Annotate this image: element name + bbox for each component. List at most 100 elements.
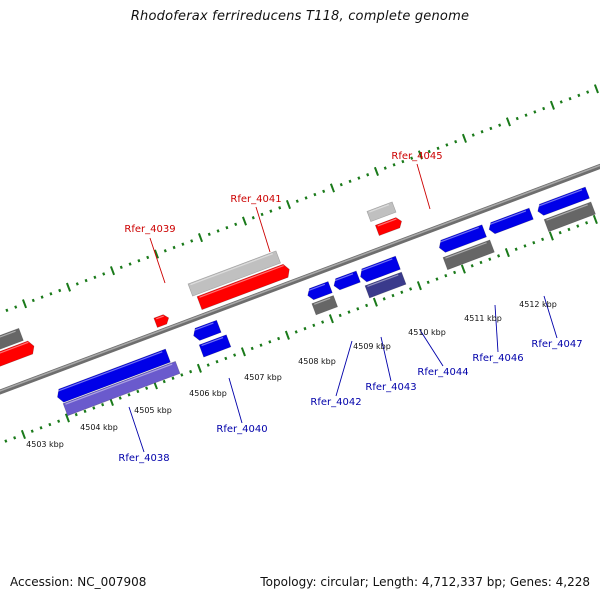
- gene-rfer-4038[interactable]: [57, 348, 171, 403]
- gene-rfer-4038-shadow[interactable]: [62, 360, 181, 417]
- gene-label-rfer-4039[interactable]: Rfer_4039: [124, 224, 175, 235]
- major-tick: [109, 266, 116, 276]
- minor-tick: [514, 247, 518, 251]
- gene-leader-line: [543, 295, 558, 339]
- minor-tick: [523, 244, 527, 248]
- gene-leader-line: [128, 406, 145, 453]
- neighbor-gene-left-grey[interactable]: [0, 327, 24, 365]
- minor-tick: [127, 393, 131, 397]
- gene-label-rfer-4043[interactable]: Rfer_4043: [365, 382, 416, 393]
- minor-tick: [101, 403, 105, 407]
- minor-tick: [532, 240, 536, 245]
- accession-text: Accession: NC_007908: [10, 575, 147, 589]
- gene-leader-line: [255, 206, 271, 253]
- gene-label-rfer-4040[interactable]: Rfer_4040: [216, 424, 267, 435]
- minor-tick: [93, 275, 97, 279]
- minor-tick: [162, 379, 166, 384]
- minor-tick: [224, 356, 228, 361]
- gene-rfer-4045[interactable]: [374, 217, 402, 236]
- minor-tick: [269, 209, 273, 213]
- minor-tick: [410, 156, 414, 160]
- minor-tick: [304, 196, 308, 200]
- gene-label-rfer-4042[interactable]: Rfer_4042: [310, 397, 361, 408]
- scale-tick-label: 4507 kbp: [244, 373, 282, 382]
- minor-tick: [559, 100, 563, 104]
- major-tick: [372, 297, 378, 307]
- minor-tick: [84, 278, 88, 283]
- gene-rfer-4041[interactable]: [196, 263, 290, 311]
- major-tick: [197, 233, 204, 243]
- scale-tick-label: 4503 kbp: [26, 440, 64, 449]
- gene-rfer-4046[interactable]: [438, 224, 487, 253]
- minor-tick: [172, 245, 176, 250]
- gene-label-rfer-4038[interactable]: Rfer_4038: [118, 453, 169, 464]
- gene-rfer-4040-shadow[interactable]: [198, 334, 232, 358]
- gene-rfer-4043[interactable]: [333, 270, 361, 291]
- major-tick: [461, 133, 467, 143]
- gene-rfer-4040[interactable]: [193, 319, 222, 341]
- gene-rfer-4046-shadow[interactable]: [442, 239, 495, 271]
- gene-leader-line: [380, 336, 392, 382]
- gene-label-rfer-4047[interactable]: Rfer_4047: [531, 339, 582, 350]
- scale-tick-label: 4508 kbp: [298, 357, 336, 366]
- minor-tick: [382, 297, 386, 301]
- minor-tick: [453, 270, 457, 275]
- minor-tick: [348, 179, 352, 184]
- gene-leader-line: [335, 340, 353, 397]
- major-tick: [240, 347, 246, 357]
- minor-tick: [75, 282, 79, 286]
- major-tick: [65, 282, 72, 292]
- minor-tick: [489, 126, 493, 131]
- gene-leader-line: [228, 377, 243, 424]
- minor-tick: [400, 290, 404, 294]
- minor-tick: [57, 419, 61, 423]
- minor-tick: [206, 363, 210, 367]
- minor-tick: [558, 231, 562, 235]
- minor-tick: [216, 229, 220, 233]
- minor-tick: [40, 295, 44, 299]
- minor-tick: [49, 292, 53, 296]
- minor-tick: [497, 254, 501, 258]
- gene-rfer-4044-shadow[interactable]: [364, 271, 407, 299]
- gene-leader-line: [494, 304, 499, 353]
- minor-tick: [321, 320, 325, 324]
- minor-tick: [445, 143, 449, 147]
- minor-tick: [409, 287, 413, 291]
- neighbor-gene-right-blue[interactable]: [537, 186, 590, 216]
- minor-tick: [586, 90, 590, 94]
- gene-label-rfer-4046[interactable]: Rfer_4046: [472, 353, 523, 364]
- minor-tick: [119, 265, 123, 270]
- minor-tick: [259, 343, 263, 347]
- major-tick: [416, 281, 422, 291]
- gene-rfer-4045-shadow[interactable]: [366, 201, 397, 223]
- gene-rfer-4041-shadow[interactable]: [187, 250, 281, 297]
- minor-tick: [436, 146, 440, 150]
- gene-rfer-4042-shadow[interactable]: [311, 295, 338, 316]
- minor-tick: [515, 116, 519, 121]
- minor-tick: [215, 360, 219, 364]
- minor-tick: [180, 373, 184, 377]
- gene-rfer-4044[interactable]: [360, 255, 401, 283]
- minor-tick: [92, 406, 96, 410]
- neighbor-gene-left-red[interactable]: [0, 340, 35, 380]
- gene-label-rfer-4044[interactable]: Rfer_4044: [417, 367, 468, 378]
- major-tick: [328, 314, 334, 324]
- gene-rfer-4042[interactable]: [307, 281, 333, 301]
- major-tick: [285, 199, 291, 210]
- minor-tick: [102, 272, 106, 276]
- gene-label-rfer-4045[interactable]: Rfer_4045: [391, 151, 442, 162]
- major-tick: [417, 150, 423, 160]
- minor-tick: [338, 313, 342, 318]
- minor-tick: [233, 353, 237, 357]
- minor-tick: [171, 376, 175, 380]
- gene-label-rfer-4041[interactable]: Rfer_4041: [230, 194, 281, 205]
- minor-tick: [585, 221, 589, 225]
- neighbor-gene-right-grey[interactable]: [543, 201, 596, 233]
- gene-rfer-4047[interactable]: [488, 207, 534, 235]
- gene-rfer-4039[interactable]: [153, 314, 170, 328]
- minor-tick: [479, 260, 483, 265]
- minor-tick: [39, 426, 43, 430]
- major-tick: [153, 249, 160, 259]
